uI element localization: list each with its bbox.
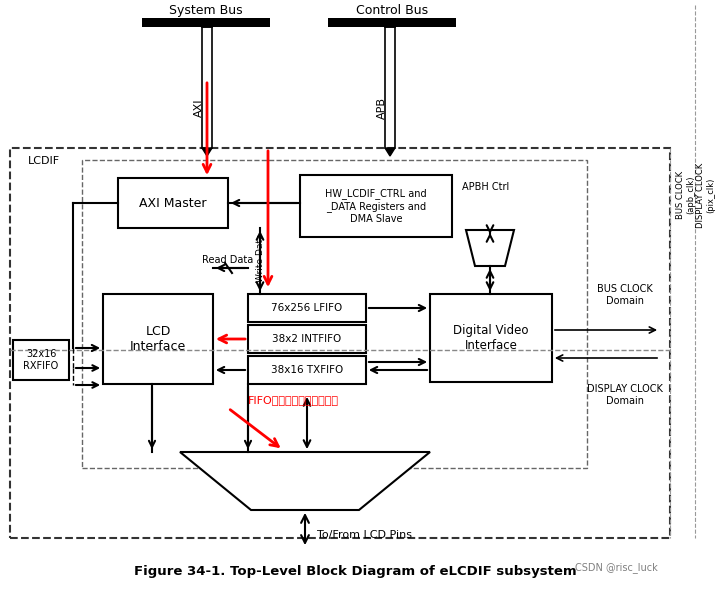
Text: HW_LCDIF_CTRL and
_DATA Registers and
DMA Slave: HW_LCDIF_CTRL and _DATA Registers and DM… [325,188,427,223]
Text: To/From LCD Pins: To/From LCD Pins [317,530,412,540]
Text: System Bus: System Bus [169,4,243,16]
Bar [82,160,587,468]
Text: APB: APB [377,97,387,119]
Text: Figure 34-1. Top-Level Block Diagram of eLCDIF subsystem: Figure 34-1. Top-Level Block Diagram of … [134,565,576,578]
Text: DISPLAY CLOCK
Domain: DISPLAY CLOCK Domain [587,384,663,406]
Text: DISPLAY CLOCK
(pix_clk): DISPLAY CLOCK (pix_clk) [696,163,716,227]
Bar [430,294,552,382]
Text: Control Bus: Control Bus [356,4,428,16]
Text: LCD
Interface: LCD Interface [130,325,186,353]
Bar [103,294,213,384]
Text: Write Data: Write Data [256,234,264,282]
Bar [142,18,270,27]
Text: 32x16
RXFIFO: 32x16 RXFIFO [23,349,58,371]
Text: Digital Video
Interface: Digital Video Interface [453,324,529,352]
Polygon shape [385,19,395,27]
Text: Read Data: Read Data [202,255,253,265]
Bar [248,325,366,353]
Text: BUS CLOCK
Domain: BUS CLOCK Domain [597,284,653,306]
Polygon shape [202,148,212,156]
Bar [13,340,69,380]
Polygon shape [202,19,212,27]
Text: AXI Master: AXI Master [139,197,206,210]
Text: AXI: AXI [194,99,204,117]
Polygon shape [466,230,514,266]
Bar [10,148,670,538]
Polygon shape [180,452,430,510]
Text: 76x256 LFIFO: 76x256 LFIFO [271,303,343,313]
Text: APBH Ctrl: APBH Ctrl [462,182,510,192]
Text: FIFO实现不同时钟域的过渡: FIFO实现不同时钟域的过渡 [248,395,339,405]
Bar [248,356,366,384]
Bar [300,175,452,237]
Polygon shape [385,148,395,156]
Bar [248,294,366,322]
Bar [328,18,456,27]
Text: 38x16 TXFIFO: 38x16 TXFIFO [271,365,343,375]
Text: CSDN @risc_luck: CSDN @risc_luck [575,562,658,574]
Text: BUS CLOCK
(apb_clk): BUS CLOCK (apb_clk) [677,171,696,219]
Text: 38x2 INTFIFO: 38x2 INTFIFO [272,334,342,344]
Text: LCDIF: LCDIF [28,156,60,166]
Bar [118,178,228,228]
